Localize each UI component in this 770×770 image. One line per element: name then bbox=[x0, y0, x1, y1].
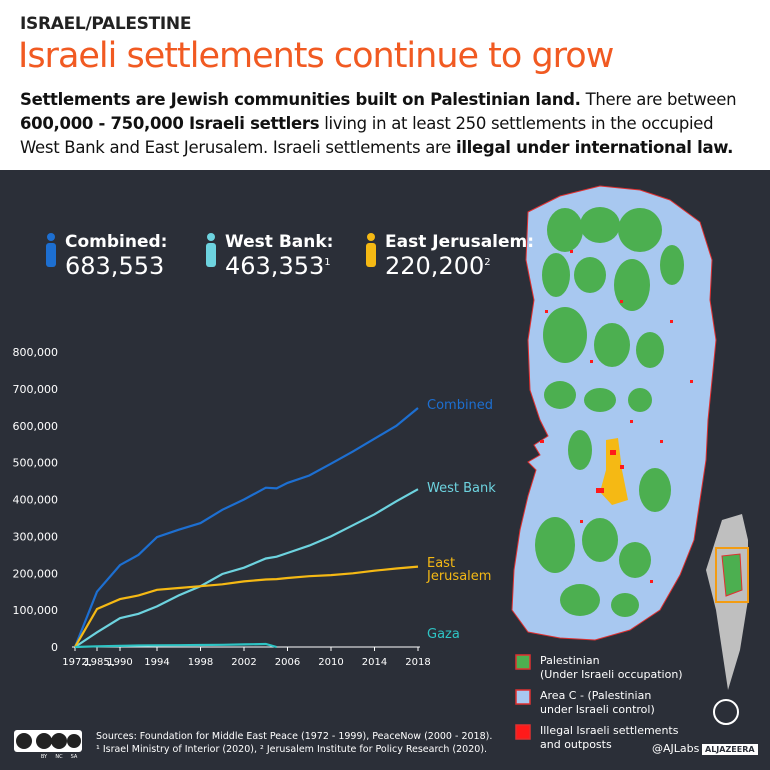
title: Israeli settlements continue to grow bbox=[18, 36, 614, 76]
y-tick-label: 400,000 bbox=[13, 494, 59, 507]
axis-break-dot bbox=[108, 664, 110, 666]
y-tick-label: 500,000 bbox=[13, 457, 59, 470]
x-tick-label: 1990 bbox=[107, 657, 132, 668]
footer-icons bbox=[14, 699, 739, 752]
x-tick-label: 1998 bbox=[188, 657, 213, 668]
chart: 0 100,000 200,000 300,000 400,000 500,000 600,… bbox=[13, 185, 749, 760]
description-run: illegal under international law. bbox=[455, 138, 734, 157]
y-tick-label: 0 bbox=[51, 641, 58, 654]
axis-break-dot bbox=[112, 664, 114, 666]
description-run: 600,000 - 750,000 Israeli settlers bbox=[20, 114, 320, 133]
legend-swatch bbox=[515, 689, 531, 705]
x-tick-label: 2018 bbox=[405, 657, 430, 668]
stat-icon bbox=[47, 233, 55, 241]
map bbox=[511, 185, 749, 690]
license-label: BY bbox=[41, 754, 48, 760]
x-tick-label: 1994 bbox=[144, 657, 169, 668]
series-line bbox=[74, 642, 277, 649]
x-tick-label: 2006 bbox=[275, 657, 300, 668]
description-run: living in at least 250 settlements in th… bbox=[20, 114, 714, 157]
y-tick-label: 200,000 bbox=[13, 567, 59, 580]
series-line bbox=[74, 565, 419, 648]
x-tick-label: 2010 bbox=[318, 657, 343, 668]
description: Settlements are Jewish communities built… bbox=[20, 88, 755, 160]
x-tick-label: 1972 bbox=[62, 657, 87, 668]
x-tick-label: 2014 bbox=[362, 657, 387, 668]
x-tick-label: 2002 bbox=[231, 657, 256, 668]
header: ISRAEL/PALESTINE Israeli settlements con… bbox=[0, 0, 770, 170]
license-label: NC bbox=[55, 754, 63, 760]
description-run: There are between bbox=[580, 90, 737, 109]
axis-break-dot bbox=[89, 664, 91, 666]
description-run: Settlements are Jewish communities built… bbox=[20, 90, 581, 109]
stat-icon bbox=[367, 233, 375, 241]
kicker: ISRAEL/PALESTINE bbox=[20, 14, 192, 34]
y-tick-label: 100,000 bbox=[13, 604, 59, 617]
stat-icon bbox=[366, 243, 376, 267]
legend-swatch bbox=[515, 654, 531, 670]
stat-icon bbox=[207, 233, 215, 241]
stat-icon bbox=[46, 243, 56, 267]
stat-icon bbox=[206, 243, 216, 267]
legend-swatch bbox=[515, 724, 531, 740]
axis-break-dot bbox=[85, 664, 87, 666]
y-tick-label: 800,000 bbox=[13, 346, 59, 359]
y-tick-label: 700,000 bbox=[13, 383, 59, 396]
y-tick-label: 300,000 bbox=[13, 530, 59, 543]
x-tick-label: 1985 bbox=[84, 657, 109, 668]
license-label: SA bbox=[71, 754, 78, 760]
y-tick-label: 600,000 bbox=[13, 420, 59, 433]
series-line bbox=[73, 407, 419, 648]
series-line bbox=[74, 488, 419, 648]
